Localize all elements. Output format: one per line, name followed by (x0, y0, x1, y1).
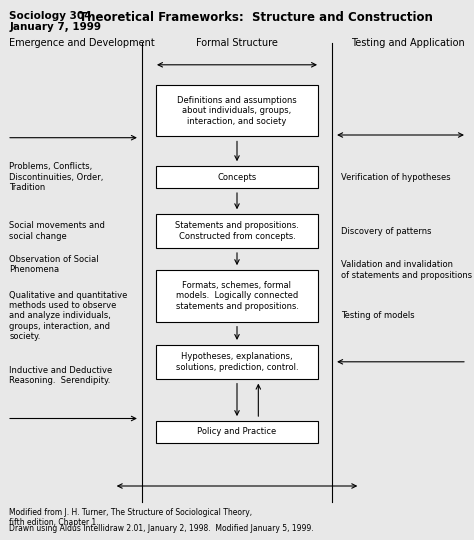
Text: Testing and Application: Testing and Application (351, 38, 465, 48)
Text: Formal Structure: Formal Structure (196, 38, 278, 48)
Bar (156, 214, 318, 248)
Text: Validation and invalidation
of statements and propositions: Validation and invalidation of statement… (341, 260, 473, 280)
Text: Testing of models: Testing of models (341, 312, 415, 320)
Bar (156, 85, 318, 136)
Text: Observation of Social
Phenomena: Observation of Social Phenomena (9, 255, 99, 274)
Text: Policy and Practice: Policy and Practice (197, 428, 277, 436)
Text: Definitions and assumptions
about individuals, groups,
interaction, and society: Definitions and assumptions about indivi… (177, 96, 297, 126)
Text: January 7, 1999: January 7, 1999 (9, 22, 101, 32)
Text: Problems, Conflicts,
Discontinuities, Order,
Tradition: Problems, Conflicts, Discontinuities, Or… (9, 162, 104, 192)
Bar (156, 270, 318, 321)
Text: Sociology 304: Sociology 304 (9, 11, 92, 21)
Text: Formats, schemes, formal
models.  Logically connected
statements and proposition: Formats, schemes, formal models. Logical… (175, 281, 299, 311)
Bar (156, 166, 318, 188)
Text: Drawn using Aldus Intellidraw 2.01, January 2, 1998.  Modified January 5, 1999.: Drawn using Aldus Intellidraw 2.01, Janu… (9, 524, 314, 533)
Text: Concepts: Concepts (218, 173, 256, 181)
Text: Hypotheses, explanations,
solutions, prediction, control.: Hypotheses, explanations, solutions, pre… (176, 352, 298, 372)
Text: Emergence and Development: Emergence and Development (9, 38, 155, 48)
Text: Qualitative and quantitative
methods used to observe
and analyze individuals,
gr: Qualitative and quantitative methods use… (9, 291, 128, 341)
Text: Modified from J. H. Turner, The Structure of Sociological Theory,
fifth edition,: Modified from J. H. Turner, The Structur… (9, 508, 253, 527)
Text: Discovery of patterns: Discovery of patterns (341, 227, 432, 235)
Text: Verification of hypotheses: Verification of hypotheses (341, 173, 451, 181)
Bar (156, 421, 318, 443)
Bar (156, 345, 318, 379)
Text: Social movements and
social change: Social movements and social change (9, 221, 105, 241)
Text: Inductive and Deductive
Reasoning.  Serendipity.: Inductive and Deductive Reasoning. Seren… (9, 366, 113, 385)
Text: Statements and propositions.
Constructed from concepts.: Statements and propositions. Constructed… (175, 221, 299, 241)
Text: Theoretical Frameworks:  Structure and Construction: Theoretical Frameworks: Structure and Co… (79, 11, 433, 24)
